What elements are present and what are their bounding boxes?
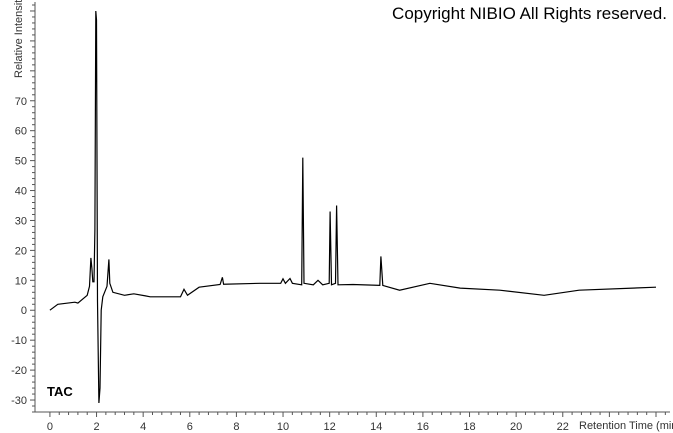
x-tick-label: 4 bbox=[140, 421, 146, 433]
y-tick-label: 10 bbox=[15, 275, 27, 287]
y-tick-label: -10 bbox=[11, 335, 27, 347]
y-tick-label: 50 bbox=[15, 156, 27, 168]
series-trace bbox=[49, 10, 657, 404]
x-tick-label: 2 bbox=[93, 421, 99, 433]
x-tick-label: 6 bbox=[187, 421, 193, 433]
x-tick-label: 8 bbox=[233, 421, 239, 433]
trace-label: TAC bbox=[47, 384, 73, 399]
copyright-text: Copyright NIBIO All Rights reserved. bbox=[392, 4, 667, 23]
y-axis-label: Relative Intensity bbox=[13, 0, 25, 78]
x-axis-label: Retention Time (min) bbox=[579, 420, 673, 432]
y-tick-label: 30 bbox=[15, 215, 27, 227]
y-tick-label: 70 bbox=[15, 96, 27, 108]
x-tick-label: 20 bbox=[510, 421, 522, 433]
y-tick-label: 60 bbox=[15, 126, 27, 138]
x-tick-label: 10 bbox=[277, 421, 289, 433]
x-tick-label: 16 bbox=[417, 421, 429, 433]
x-tick-label: 22 bbox=[557, 421, 569, 433]
x-tick-label: 0 bbox=[47, 421, 53, 433]
tick-labels: -30 -20 -10 0 10 20 30 40 50 60 70 0 2 4 6 8 10 12 14 16 18 2… bbox=[11, 96, 569, 433]
y-tick-label: 40 bbox=[15, 186, 27, 198]
y-tick-label: 20 bbox=[15, 245, 27, 257]
x-tick-label: 14 bbox=[370, 421, 382, 433]
y-tick-label: -30 bbox=[11, 395, 27, 407]
y-tick-label: -20 bbox=[11, 365, 27, 377]
axes bbox=[30, 2, 670, 417]
x-tick-label: 18 bbox=[463, 421, 475, 433]
y-tick-label: 0 bbox=[21, 305, 27, 317]
x-tick-label: 12 bbox=[324, 421, 336, 433]
